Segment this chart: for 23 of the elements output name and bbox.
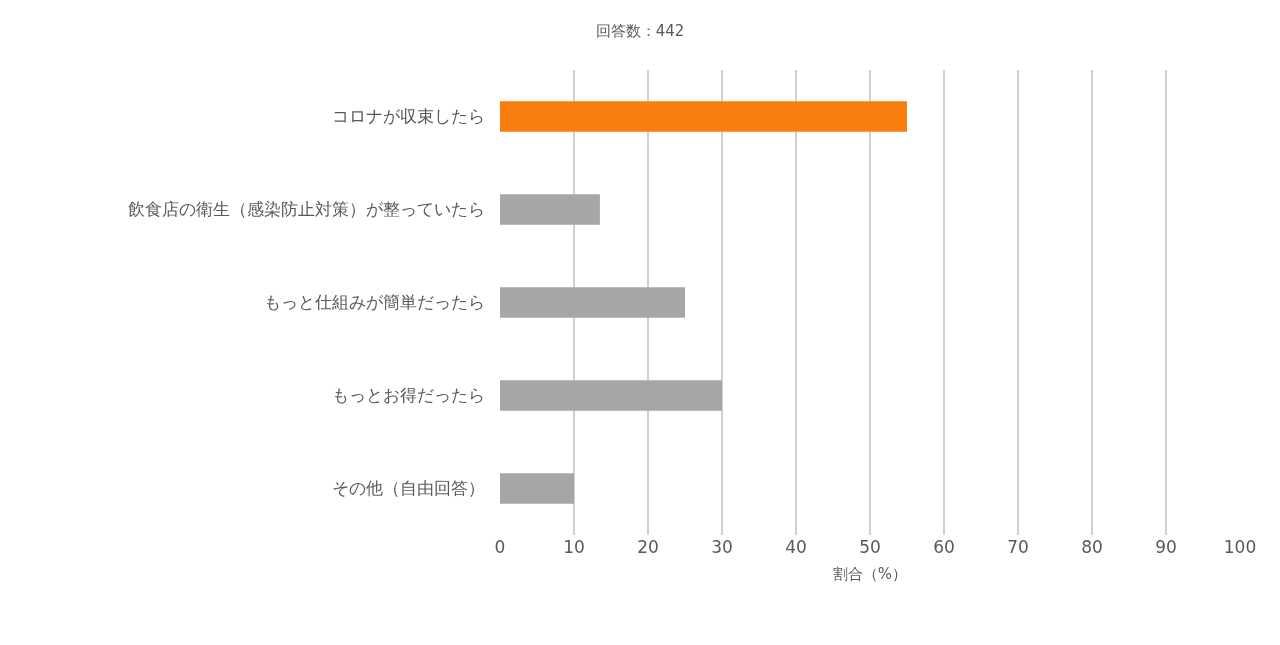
x-tick-label: 30 <box>711 537 733 557</box>
x-tick-label: 60 <box>933 537 955 557</box>
y-tick-label: 飲食店の衛生（感染防止対策）が整っていたら <box>128 199 485 220</box>
x-tick-label: 0 <box>494 537 506 557</box>
x-tick-label: 40 <box>785 537 807 557</box>
y-tick-label: もっと仕組みが簡単だったら <box>264 292 485 313</box>
bar <box>500 287 685 318</box>
x-tick-label: 70 <box>1007 537 1029 557</box>
x-tick-label: 100 <box>1223 537 1257 557</box>
bar <box>500 194 600 225</box>
bar <box>500 380 722 411</box>
x-tick-label: 90 <box>1155 537 1177 557</box>
bar <box>500 473 574 504</box>
x-axis-title: 割合（%） <box>832 565 908 583</box>
x-tick-label: 10 <box>563 537 585 557</box>
bar <box>500 101 907 132</box>
chart-title: 回答数：442 <box>595 22 685 41</box>
y-tick-label: もっとお得だったら <box>332 385 485 406</box>
y-tick-label: コロナが収束したら <box>332 106 485 127</box>
x-tick-label: 50 <box>859 537 881 557</box>
y-tick-label: その他（自由回答） <box>332 478 485 499</box>
x-tick-label: 80 <box>1081 537 1103 557</box>
x-tick-label: 20 <box>637 537 659 557</box>
